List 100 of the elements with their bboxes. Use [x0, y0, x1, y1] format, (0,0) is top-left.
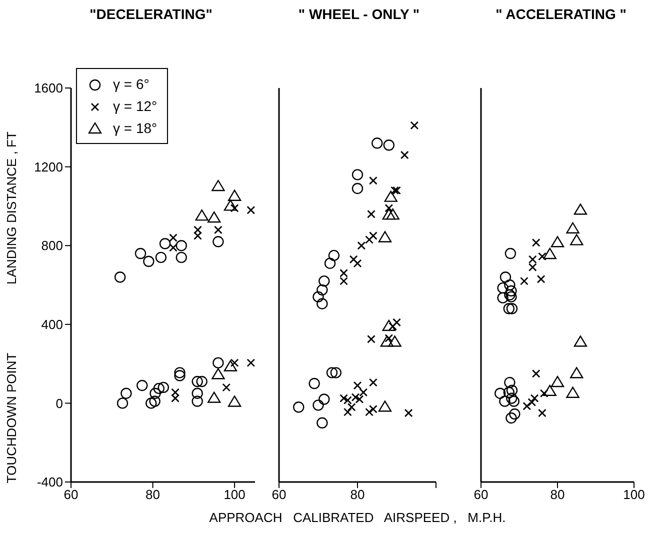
point	[383, 140, 394, 151]
legend-label: γ = 6°	[113, 76, 150, 92]
point	[506, 303, 518, 314]
point	[494, 388, 506, 399]
point	[504, 248, 516, 260]
point	[114, 272, 126, 283]
point	[528, 398, 536, 406]
x-tick-label: 80	[146, 487, 160, 502]
point	[174, 367, 186, 378]
point	[153, 382, 165, 394]
point	[392, 318, 401, 327]
point	[169, 234, 178, 242]
y-tick-label: 400	[41, 317, 63, 332]
point	[195, 209, 208, 221]
point	[308, 378, 320, 390]
point	[246, 206, 255, 214]
point	[566, 386, 580, 398]
legend-label: γ = 18°	[113, 120, 158, 136]
point	[543, 384, 556, 396]
point	[550, 236, 564, 248]
point	[158, 382, 170, 394]
point	[367, 210, 376, 218]
point	[293, 402, 304, 413]
point	[384, 204, 394, 212]
point	[347, 402, 356, 412]
y-axis-title: LANDING DISTANCE , FT	[4, 130, 20, 286]
point	[378, 231, 392, 242]
y-tick-label: 800	[41, 238, 63, 254]
point	[340, 394, 348, 402]
point	[536, 274, 546, 284]
point	[330, 367, 342, 378]
point	[497, 292, 508, 304]
point	[224, 360, 238, 372]
point	[174, 370, 186, 382]
point	[570, 367, 584, 378]
point	[506, 412, 517, 424]
point	[367, 334, 376, 344]
point	[400, 150, 409, 160]
point	[503, 303, 515, 314]
point	[500, 272, 512, 283]
point	[530, 394, 539, 402]
legend-label: γ = 12°	[113, 98, 158, 114]
point	[506, 285, 517, 297]
chart-title: "DECELERATING"	[88, 6, 214, 22]
point	[155, 252, 167, 264]
point	[528, 263, 537, 272]
point	[538, 408, 546, 418]
point	[538, 252, 546, 261]
point	[222, 383, 231, 392]
point	[312, 291, 324, 302]
y-tick-label: 0	[56, 396, 63, 411]
point	[382, 320, 396, 331]
point	[316, 417, 328, 428]
x-tick-label: 100	[623, 487, 645, 502]
point	[508, 396, 520, 407]
point	[532, 238, 540, 247]
point	[392, 186, 401, 195]
point	[365, 235, 374, 244]
point	[214, 226, 222, 234]
point	[246, 358, 255, 368]
point	[134, 248, 146, 260]
point	[372, 138, 383, 149]
point	[497, 282, 508, 294]
point	[208, 392, 221, 403]
point	[543, 248, 556, 260]
point	[378, 400, 392, 412]
point	[355, 395, 364, 404]
point	[369, 404, 378, 414]
chart-title: " ACCELERATING "	[494, 6, 628, 22]
point	[522, 402, 532, 410]
point	[504, 279, 516, 291]
point	[212, 180, 225, 192]
point	[318, 394, 330, 405]
point	[328, 250, 340, 262]
point	[532, 369, 540, 378]
point	[574, 336, 588, 347]
x-tick-label: 60	[64, 487, 78, 502]
point	[506, 392, 518, 404]
point	[316, 284, 328, 296]
point	[369, 176, 378, 185]
point	[192, 396, 203, 407]
point	[212, 357, 224, 368]
point	[192, 388, 203, 399]
point	[176, 252, 187, 264]
point	[318, 275, 330, 287]
point	[504, 376, 516, 388]
point	[224, 200, 238, 211]
point	[192, 376, 203, 388]
point	[369, 232, 378, 240]
chart-title: " WHEEL - ONLY "	[297, 6, 421, 22]
point	[359, 388, 368, 397]
point	[499, 396, 510, 407]
point	[171, 394, 180, 402]
point	[357, 241, 366, 250]
point	[143, 256, 154, 267]
point	[540, 389, 548, 398]
point	[228, 190, 242, 201]
point	[520, 276, 528, 286]
point	[550, 376, 564, 388]
point	[382, 208, 396, 220]
